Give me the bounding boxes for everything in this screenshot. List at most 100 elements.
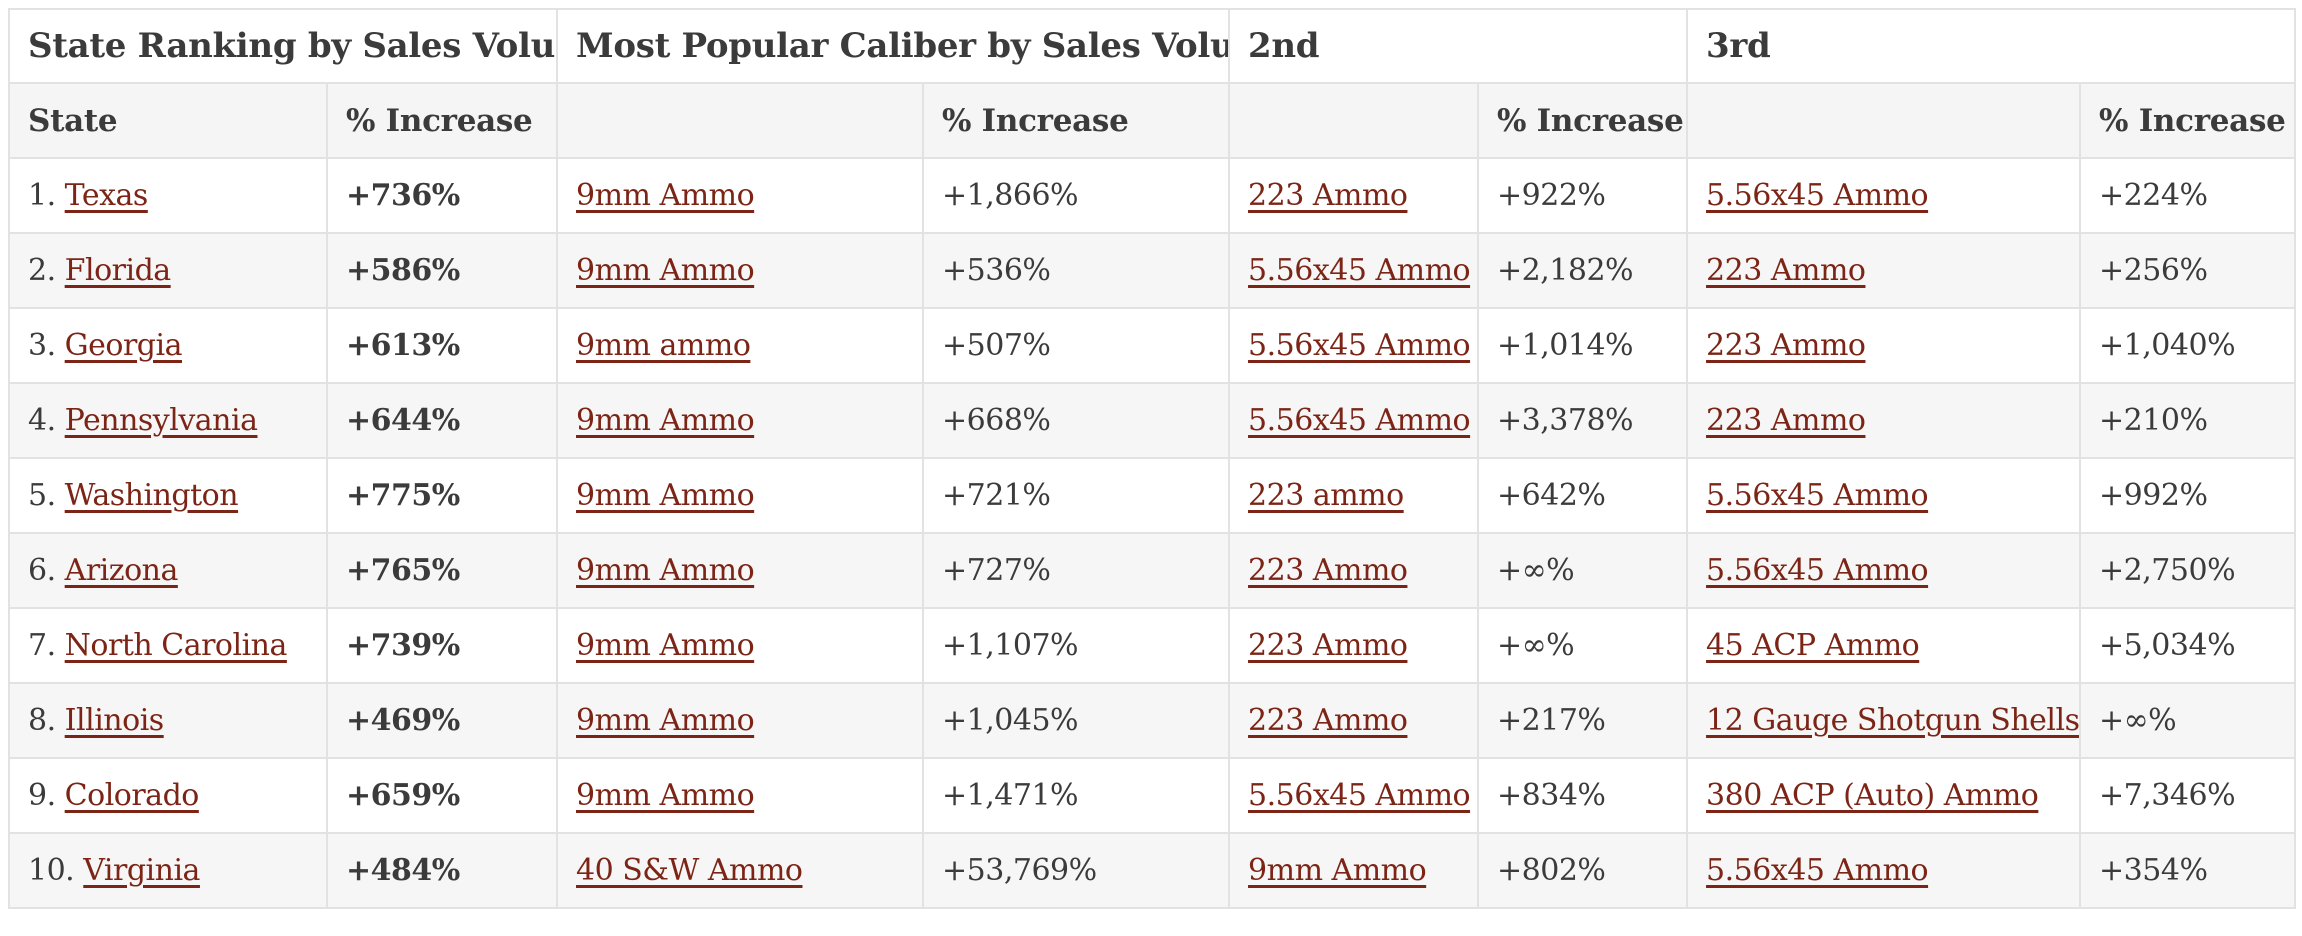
third-caliber-link[interactable]: 45 ACP Ammo [1706, 628, 1920, 663]
second-caliber-pct-increase: +∞% [1477, 532, 1689, 609]
second-caliber-cell: 5.56x45 Ammo [1228, 757, 1480, 834]
second-caliber-link[interactable]: 5.56x45 Ammo [1248, 403, 1471, 438]
top-caliber-cell: 9mm Ammo [556, 682, 925, 759]
top-caliber-pct-increase: +536% [922, 232, 1231, 309]
top-caliber-pct-increase: +507% [922, 307, 1231, 384]
second-caliber-link[interactable]: 9mm Ammo [1248, 853, 1427, 888]
top-caliber-pct-increase: +1,107% [922, 607, 1231, 684]
state-link[interactable]: Washington [64, 478, 239, 513]
third-caliber-link[interactable]: 223 Ammo [1706, 328, 1866, 363]
top-caliber-link[interactable]: 9mm Ammo [576, 178, 755, 213]
page: State Ranking by Sales Volume Most Popul… [7, 8, 2297, 909]
state-link[interactable]: Illinois [64, 703, 165, 738]
table-row: 6. Arizona +765% 9mm Ammo +727% 223 Ammo… [8, 532, 2297, 609]
group-header-row: State Ranking by Sales Volume Most Popul… [7, 8, 2297, 84]
second-caliber-link[interactable]: 5.56x45 Ammo [1248, 778, 1471, 813]
state-pct-increase: +469% [325, 682, 559, 759]
third-caliber-cell: 223 Ammo [1686, 232, 2082, 309]
top-caliber-link[interactable]: 40 S&W Ammo [576, 853, 803, 888]
second-caliber-link[interactable]: 5.56x45 Ammo [1248, 328, 1471, 363]
rank-number: 7. [28, 628, 56, 663]
state-link[interactable]: Virginia [83, 853, 200, 888]
table-row: 9. Colorado +659% 9mm Ammo +1,471% 5.56x… [8, 757, 2297, 834]
top-caliber-link[interactable]: 9mm Ammo [576, 553, 755, 588]
top-caliber-link[interactable]: 9mm Ammo [576, 703, 755, 738]
table-row: 5. Washington +775% 9mm Ammo +721% 223 a… [8, 457, 2297, 534]
second-caliber-cell: 223 Ammo [1228, 157, 1480, 234]
third-caliber-cell: 5.56x45 Ammo [1686, 532, 2082, 609]
state-link[interactable]: Colorado [64, 778, 200, 813]
top-caliber-link[interactable]: 9mm Ammo [576, 478, 755, 513]
third-caliber-cell: 45 ACP Ammo [1686, 607, 2082, 684]
state-link[interactable]: North Carolina [64, 628, 288, 663]
third-caliber-link[interactable]: 5.56x45 Ammo [1706, 478, 1929, 513]
top-caliber-link[interactable]: 9mm ammo [576, 328, 751, 363]
second-caliber-cell: 5.56x45 Ammo [1228, 232, 1480, 309]
second-caliber-pct-increase: +∞% [1477, 607, 1689, 684]
third-caliber-link[interactable]: 223 Ammo [1706, 253, 1866, 288]
second-caliber-link[interactable]: 223 Ammo [1248, 178, 1408, 213]
third-caliber-link[interactable]: 5.56x45 Ammo [1706, 853, 1929, 888]
column-header-pct-increase-4: % Increase [2079, 82, 2297, 159]
top-caliber-cell: 9mm Ammo [556, 757, 925, 834]
column-header-empty-top-caliber [556, 82, 925, 159]
table-row: 7. North Carolina +739% 9mm Ammo +1,107%… [8, 607, 2297, 684]
third-caliber-pct-increase: +256% [2079, 232, 2297, 309]
state-cell: 7. North Carolina [8, 607, 328, 684]
second-caliber-pct-increase: +922% [1477, 157, 1689, 234]
state-pct-increase: +613% [325, 307, 559, 384]
second-caliber-pct-increase: +802% [1477, 832, 1689, 909]
state-cell: 1. Texas [8, 157, 328, 234]
third-caliber-link[interactable]: 223 Ammo [1706, 403, 1866, 438]
top-caliber-cell: 9mm Ammo [556, 232, 925, 309]
state-cell: 8. Illinois [8, 682, 328, 759]
rank-number: 1. [28, 178, 56, 213]
table-row: 4. Pennsylvania +644% 9mm Ammo +668% 5.5… [8, 382, 2297, 459]
top-caliber-link[interactable]: 9mm Ammo [576, 628, 755, 663]
state-pct-increase: +736% [325, 157, 559, 234]
third-caliber-pct-increase: +210% [2079, 382, 2297, 459]
rank-number: 4. [28, 403, 56, 438]
state-link[interactable]: Georgia [64, 328, 183, 363]
table-body: 1. Texas +736% 9mm Ammo +1,866% 223 Ammo… [8, 157, 2297, 909]
top-caliber-link[interactable]: 9mm Ammo [576, 253, 755, 288]
third-caliber-pct-increase: +5,034% [2079, 607, 2297, 684]
third-caliber-cell: 12 Gauge Shotgun Shells [1686, 682, 2082, 759]
top-caliber-pct-increase: +53,769% [922, 832, 1231, 909]
state-link[interactable]: Texas [64, 178, 149, 213]
second-caliber-pct-increase: +217% [1477, 682, 1689, 759]
second-caliber-pct-increase: +2,182% [1477, 232, 1689, 309]
column-header-empty-third-caliber [1686, 82, 2082, 159]
top-caliber-pct-increase: +727% [922, 532, 1231, 609]
rank-number: 10. [28, 853, 75, 888]
top-caliber-pct-increase: +1,866% [922, 157, 1231, 234]
top-caliber-cell: 9mm Ammo [556, 532, 925, 609]
second-caliber-link[interactable]: 223 ammo [1248, 478, 1404, 513]
top-caliber-cell: 9mm ammo [556, 307, 925, 384]
second-caliber-pct-increase: +834% [1477, 757, 1689, 834]
third-caliber-link[interactable]: 380 ACP (Auto) Ammo [1706, 778, 2039, 813]
second-caliber-link[interactable]: 223 Ammo [1248, 628, 1408, 663]
state-link[interactable]: Florida [64, 253, 172, 288]
state-pct-increase: +765% [325, 532, 559, 609]
second-caliber-link[interactable]: 223 Ammo [1248, 553, 1408, 588]
second-caliber-pct-increase: +1,014% [1477, 307, 1689, 384]
state-cell: 4. Pennsylvania [8, 382, 328, 459]
top-caliber-link[interactable]: 9mm Ammo [576, 778, 755, 813]
state-pct-increase: +586% [325, 232, 559, 309]
top-caliber-cell: 40 S&W Ammo [556, 832, 925, 909]
second-caliber-link[interactable]: 5.56x45 Ammo [1248, 253, 1471, 288]
third-caliber-pct-increase: +1,040% [2079, 307, 2297, 384]
state-link[interactable]: Pennsylvania [64, 403, 258, 438]
second-caliber-link[interactable]: 223 Ammo [1248, 703, 1408, 738]
third-caliber-link[interactable]: 12 Gauge Shotgun Shells [1706, 703, 2080, 738]
third-caliber-link[interactable]: 5.56x45 Ammo [1706, 553, 1929, 588]
rank-number: 8. [28, 703, 56, 738]
top-caliber-link[interactable]: 9mm Ammo [576, 403, 755, 438]
top-caliber-cell: 9mm Ammo [556, 607, 925, 684]
third-caliber-link[interactable]: 5.56x45 Ammo [1706, 178, 1929, 213]
column-header-pct-increase-2: % Increase [922, 82, 1231, 159]
second-caliber-pct-increase: +3,378% [1477, 382, 1689, 459]
column-header-pct-increase-3: % Increase [1477, 82, 1689, 159]
state-link[interactable]: Arizona [64, 553, 179, 588]
